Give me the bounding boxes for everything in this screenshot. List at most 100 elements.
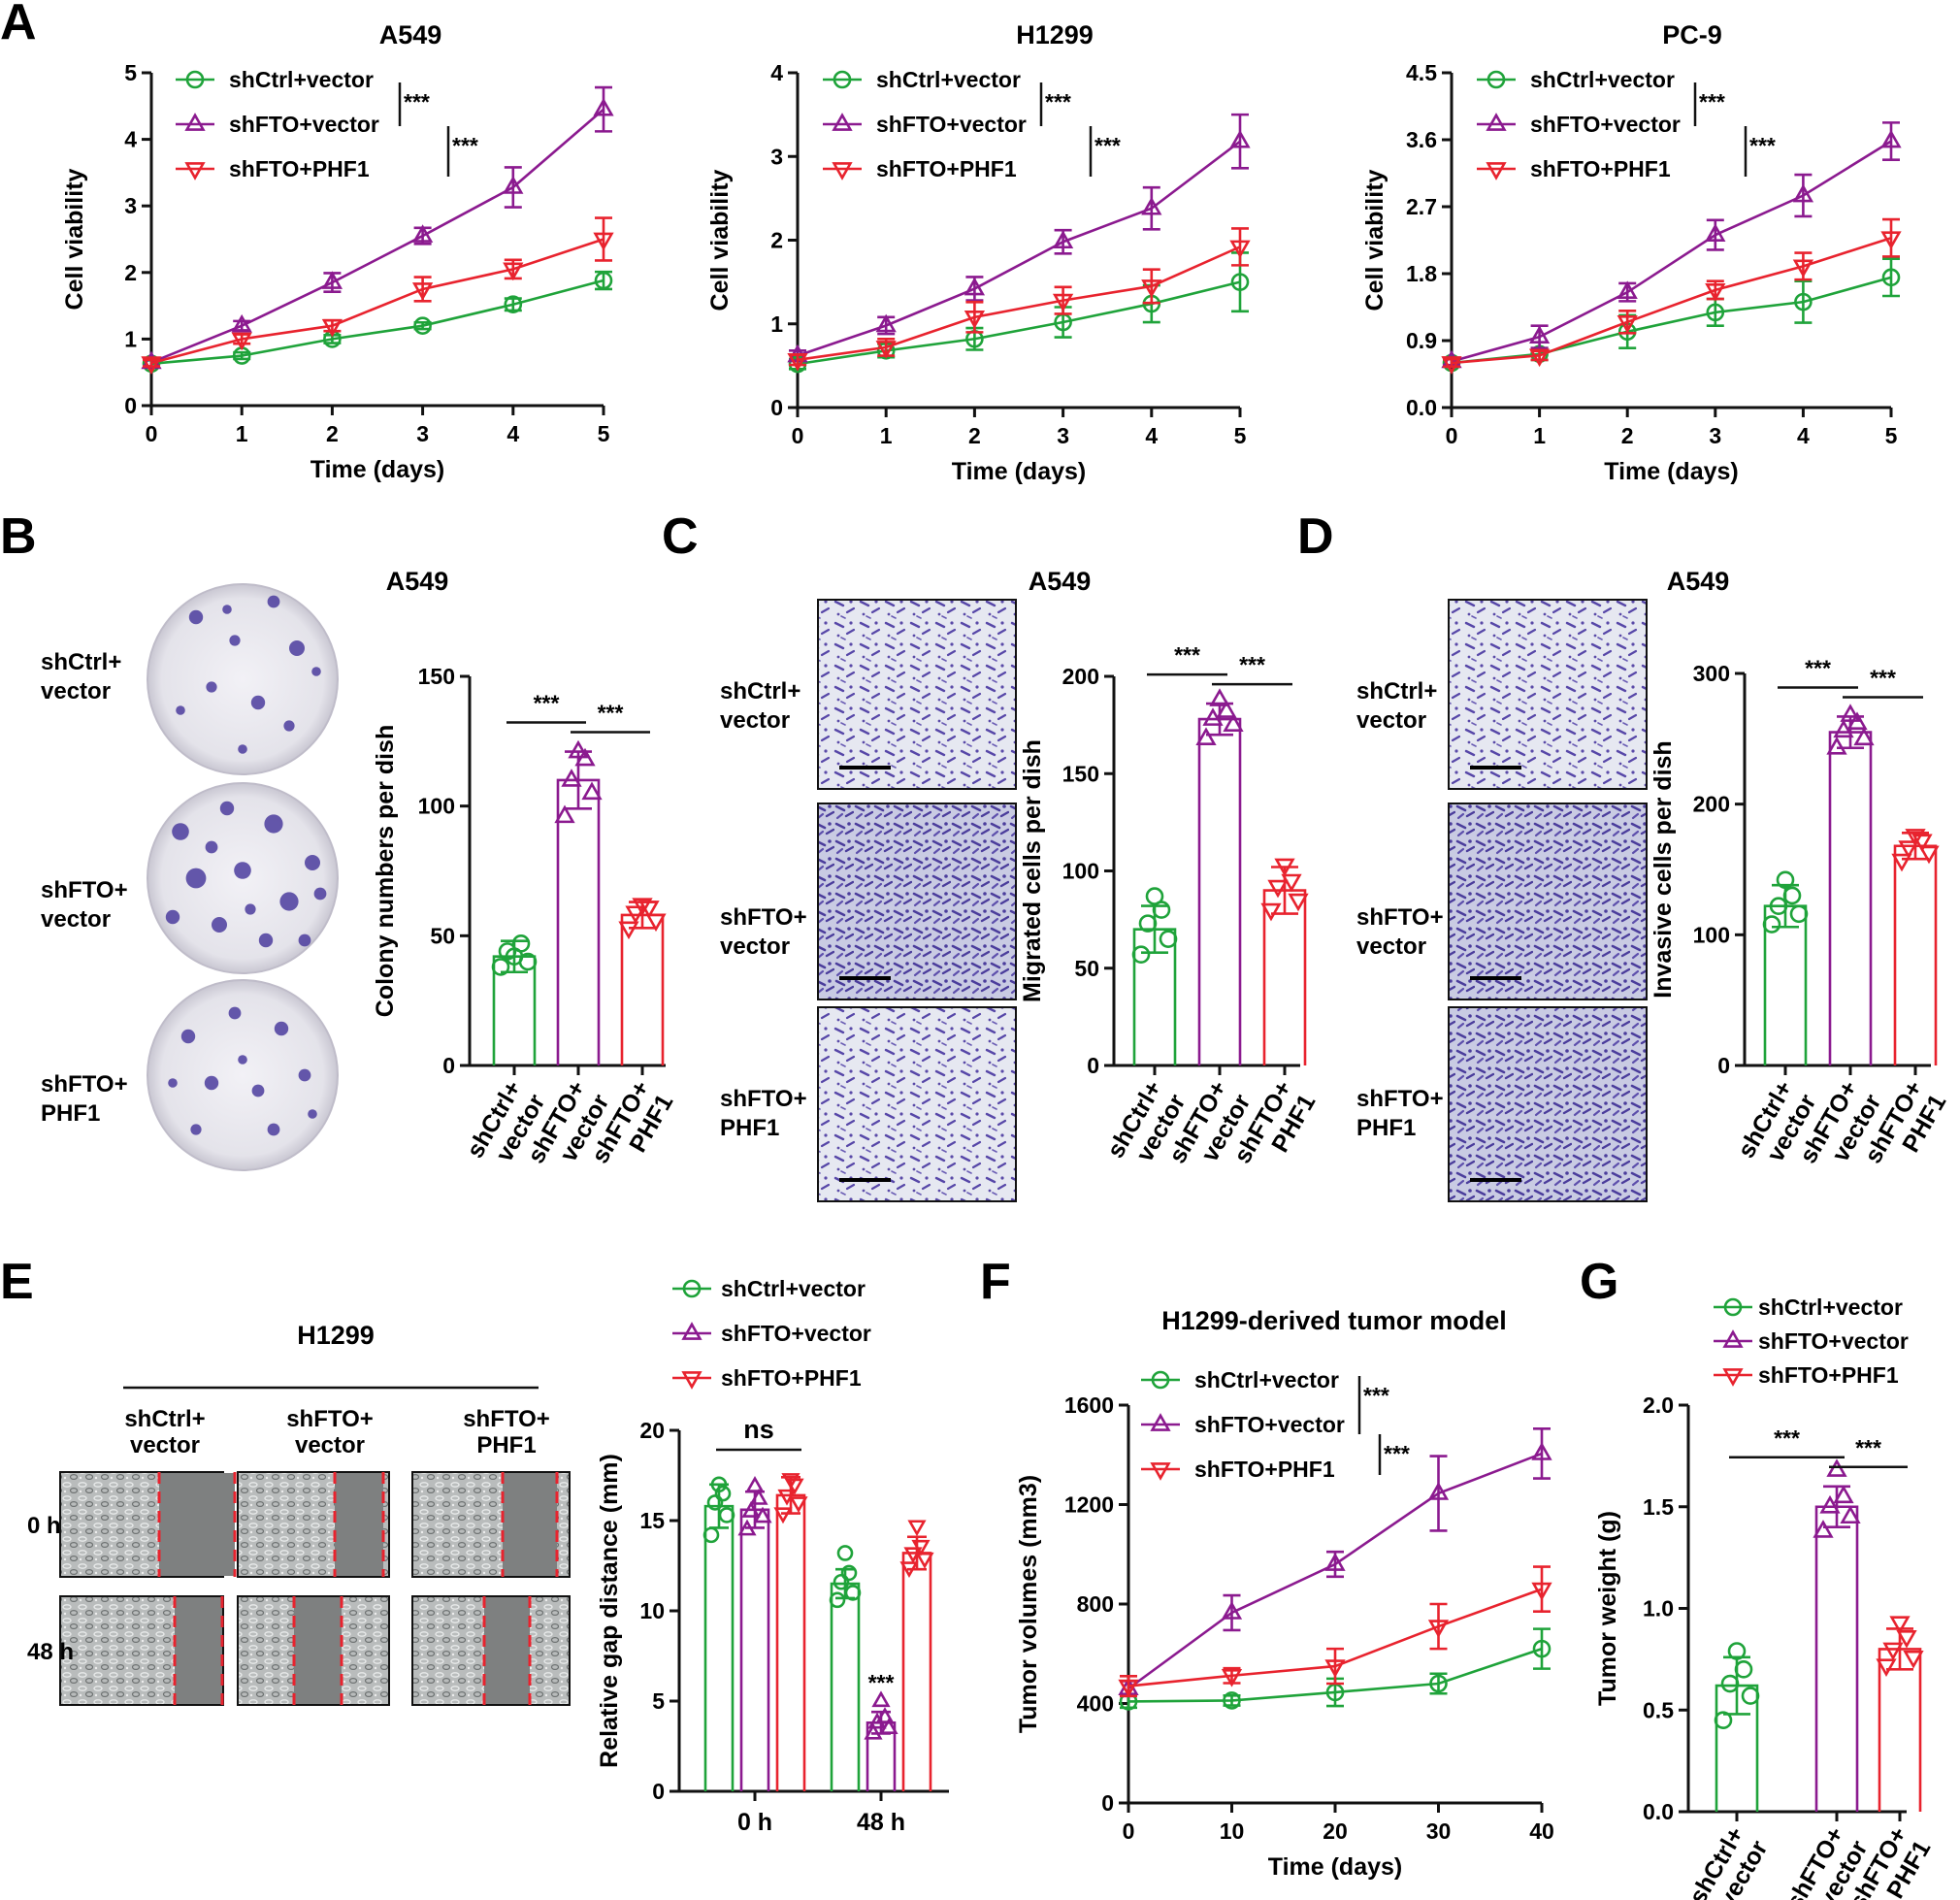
x-tick-label: 5 (1234, 423, 1247, 448)
y-tick-label: 200 (1693, 792, 1730, 817)
line-chart-a2: H1299 0 1 2 3 4 Cell viability 0 1 2 3 4 5 Time (days… (706, 20, 1251, 485)
row-label: PHF1 (41, 1100, 100, 1127)
y-tick-label: 3 (770, 144, 783, 169)
bar (1814, 1505, 1859, 1812)
series-line (797, 280, 1241, 366)
y-tick-label: 1 (124, 326, 137, 351)
data-point (1813, 1520, 1834, 1538)
legend-swatch-marker (832, 113, 853, 131)
colony-spot (305, 855, 320, 870)
data-point (1792, 183, 1814, 203)
data-point (1617, 315, 1638, 334)
row-label: shFTO+ (1356, 1086, 1444, 1112)
data-point (1209, 688, 1230, 706)
colony-spot (311, 667, 321, 676)
legend-swatch-marker (1486, 162, 1507, 180)
significance-label: *** (1699, 89, 1725, 115)
y-tick-label: 0.0 (1406, 395, 1437, 420)
data-point (1741, 1687, 1760, 1705)
legend-swatch-marker (1722, 1329, 1744, 1348)
data-point (1324, 1553, 1346, 1571)
data-point (1617, 280, 1638, 299)
y-tick-label: 1600 (1064, 1392, 1114, 1418)
series-line (1451, 276, 1892, 365)
legend-label: shFTO+PHF1 (876, 156, 1017, 181)
data-point (1898, 840, 1919, 859)
data-point (1905, 829, 1926, 847)
colony-spot (279, 892, 299, 911)
x-tick-label: 40 (1529, 1818, 1554, 1844)
data-point (1159, 930, 1178, 948)
data-point (777, 1489, 797, 1506)
legend-label: shFTO+vector (721, 1321, 871, 1346)
significance-label: *** (1239, 652, 1265, 677)
series-line (150, 108, 604, 364)
legend-swatch-marker (184, 162, 206, 180)
data-point (1195, 727, 1217, 745)
panel-letters: A B C D E F G (0, 0, 1618, 1310)
x-tick-label: 5 (598, 421, 610, 446)
data-point (745, 1475, 765, 1492)
column-label: vector (295, 1432, 365, 1458)
x-category-label: shFTO+PHF1 (1859, 1076, 1951, 1182)
bar-chart-g: 0.0 0.5 1.0 1.5 2.0 Tumor weight (g) shCtrl+ve… (1594, 1392, 1936, 1900)
y-axis-label: Cell viability (706, 169, 734, 311)
data-point (1138, 914, 1158, 933)
data-point (593, 97, 614, 116)
data-point (964, 311, 986, 329)
x-axis-label: Time (days) (952, 458, 1086, 485)
legend-label: shCtrl+vector (1530, 67, 1675, 92)
y-tick-label: 1 (770, 311, 783, 337)
legend-label: shFTO+vector (1758, 1328, 1909, 1354)
legend-swatch-marker (681, 1322, 702, 1340)
data-point (718, 1507, 735, 1523)
data-point (710, 1476, 728, 1493)
data-point (844, 1585, 862, 1601)
panel-letter-c: C (662, 508, 699, 565)
y-tick-label: 0 (1087, 1053, 1099, 1078)
row-label: vector (41, 906, 111, 933)
y-tick-label: 100 (418, 794, 455, 819)
data-point (561, 769, 582, 787)
y-axis-label: Colony numbers per dish (372, 725, 399, 1017)
scratch-gap (175, 1597, 222, 1704)
y-tick-label: 3 (124, 193, 137, 218)
data-point (833, 1573, 850, 1590)
data-point (505, 947, 524, 966)
data-point (781, 1473, 800, 1490)
colony-spot (165, 909, 180, 925)
data-point (864, 1722, 883, 1740)
series-line (797, 140, 1241, 357)
colony-spot (229, 635, 241, 646)
row-label: vector (720, 934, 790, 960)
colony-spot (283, 720, 295, 732)
row-label: shCtrl+ (720, 678, 800, 704)
y-axis-label: Tumor volumes (mm3) (1015, 1475, 1042, 1733)
data-point (1896, 1630, 1917, 1649)
panel-letter-g: G (1580, 1254, 1618, 1310)
data-point (1911, 834, 1933, 853)
data-point (1531, 1582, 1552, 1601)
x-tick-label: 0 (1446, 423, 1458, 448)
x-category-label: shFTO+vector (1794, 1076, 1886, 1182)
panel-letter-d: D (1297, 508, 1334, 565)
x-tick-label: 0 (146, 421, 158, 446)
x-tick-label: 3 (1057, 423, 1069, 448)
y-tick-label: 0 (442, 1053, 455, 1078)
colony-spot (234, 862, 251, 879)
y-tick-label: 1.0 (1643, 1596, 1674, 1622)
data-point (1528, 325, 1551, 344)
x-tick-label: 10 (1220, 1818, 1245, 1844)
colony-spot (206, 681, 217, 693)
data-point (645, 913, 667, 933)
bar (1893, 844, 1938, 1065)
data-point (1789, 904, 1809, 924)
column-label: shFTO+ (463, 1406, 550, 1432)
y-tick-label: 4 (124, 127, 137, 152)
scratch-gap (503, 1473, 557, 1576)
y-tick-label: 0.5 (1643, 1697, 1674, 1722)
line-chart-f: H1299-derived tumor model040080012001600… (1015, 1306, 1554, 1881)
colony-spot (267, 595, 280, 608)
significance-label: *** (1363, 1383, 1389, 1408)
